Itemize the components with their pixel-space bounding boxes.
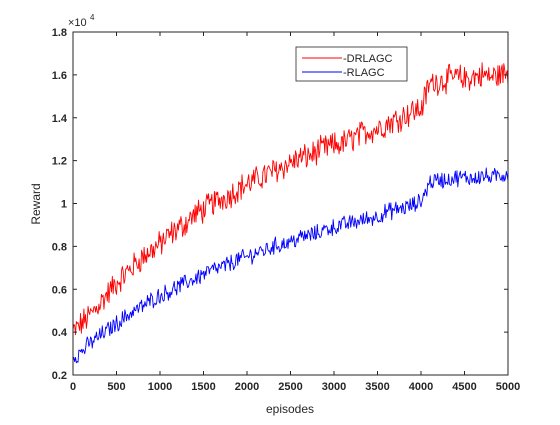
y-tick-label: 0.6 <box>52 284 67 296</box>
x-tick-label: 3000 <box>322 381 346 393</box>
x-tick-label: 2500 <box>278 381 302 393</box>
series-line-rlagc <box>73 167 508 364</box>
x-tick-label: 1500 <box>191 381 215 393</box>
x-tick-label: 4500 <box>452 381 476 393</box>
y-tick-label: 1.6 <box>52 70 67 82</box>
y-axis-ticks: 0.2 0.4 0.6 0.8 1 1.2 1.4 1.6 1.8 <box>52 27 508 382</box>
legend-box <box>295 46 408 82</box>
y-tick-label: 1.2 <box>52 156 67 168</box>
series-line-drlagc <box>73 62 508 336</box>
y-exponent-power: 4 <box>90 13 95 22</box>
y-tick-label: 1.8 <box>52 27 67 39</box>
x-tick-label: 2000 <box>235 381 259 393</box>
x-tick-label: 500 <box>107 381 125 393</box>
x-tick-label: 0 <box>70 381 76 393</box>
y-tick-label: 0.8 <box>52 241 67 253</box>
series-layer <box>73 62 508 364</box>
y-exponent-base: ×10 <box>68 17 87 29</box>
y-axis-label: Reward <box>29 183 43 224</box>
legend-label-drlagc: -DRLAGC <box>343 53 393 65</box>
x-tick-label: 4000 <box>409 381 433 393</box>
x-axis-ticks: 0 500 1000 1500 2000 2500 3000 3500 4000 4500 5000 <box>70 32 520 393</box>
y-tick-label: 0.4 <box>52 327 68 339</box>
x-axis-label: episodes <box>266 402 314 416</box>
legend-label-rlagc: -RLAGC <box>343 67 385 79</box>
x-tick-label: 5000 <box>496 381 520 393</box>
y-tick-label: 1.4 <box>52 113 68 125</box>
x-tick-label: 3500 <box>365 381 389 393</box>
x-tick-label: 1000 <box>148 381 172 393</box>
y-tick-label: 1 <box>61 199 67 211</box>
legend: -DRLAGC -RLAGC <box>295 46 408 82</box>
y-tick-label: 0.2 <box>52 370 67 382</box>
